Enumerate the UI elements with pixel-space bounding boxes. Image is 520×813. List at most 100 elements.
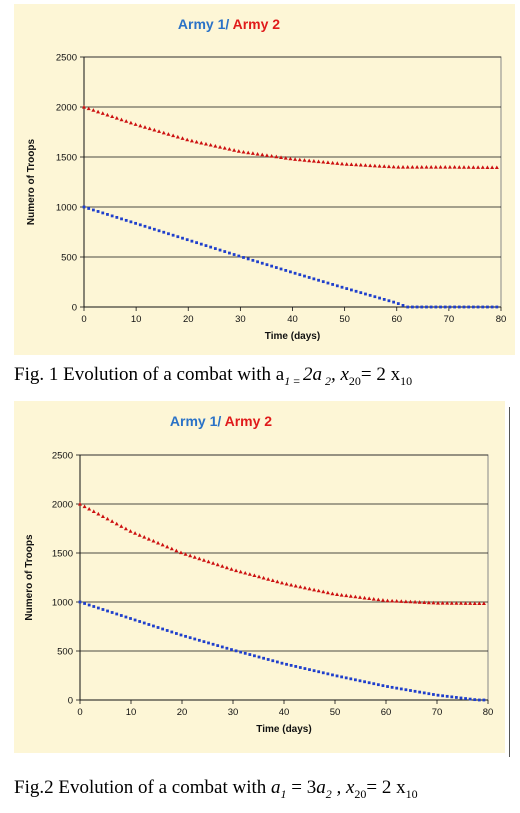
- army-1-point: [340, 285, 344, 289]
- army-2-point: [201, 558, 206, 562]
- army-2-point: [124, 119, 129, 123]
- army-1-point: [298, 273, 302, 277]
- army-1-point: [87, 603, 91, 607]
- army-2-point: [472, 601, 477, 605]
- army-2-point: [386, 164, 391, 169]
- x-tick-label: 50: [330, 707, 341, 718]
- x-tick-label: 20: [177, 707, 188, 718]
- army-2-point: [330, 591, 335, 596]
- x-axis-label: Time (days): [256, 724, 311, 735]
- army-1-point: [119, 614, 123, 617]
- army-1-point: [459, 696, 463, 700]
- army-2-point: [183, 552, 188, 556]
- army-2-point: [340, 161, 345, 166]
- army-2-point: [422, 600, 427, 604]
- army-1-point: [101, 608, 105, 611]
- army-2-point: [377, 164, 382, 168]
- army-2-point: [252, 573, 257, 578]
- army-2-point: [110, 114, 115, 119]
- army-2-point: [447, 165, 452, 169]
- army-2-point: [238, 569, 243, 574]
- army-1-point: [358, 679, 362, 683]
- army-2-point: [302, 158, 307, 162]
- army-1-point: [406, 305, 410, 309]
- army-2-point: [325, 160, 330, 164]
- army-1-point: [409, 689, 412, 692]
- chart-2: 0 500 1000 1500 2000 2500 0 10 20 30 40 50 60 70 80 Tim…: [24, 413, 493, 735]
- plot-area: [83, 56, 502, 308]
- army-1-point: [490, 305, 494, 309]
- army-2-point: [261, 575, 266, 580]
- army-1-point: [171, 233, 175, 237]
- army-1-point: [367, 681, 371, 685]
- army-2-point: [279, 155, 284, 159]
- army-1-point: [396, 302, 400, 305]
- army-2-point: [86, 106, 91, 111]
- army-1-point: [464, 697, 467, 700]
- figure-caption-2: Fig.2 Evolution of a combat with a1 = 3a…: [14, 777, 418, 801]
- army-2-point: [156, 540, 161, 545]
- army-1-point: [350, 288, 353, 292]
- army-1-point: [262, 656, 265, 660]
- army-1-point: [213, 247, 217, 250]
- army-2-point: [391, 164, 396, 169]
- army-2-point: [266, 577, 271, 581]
- army-1-point: [239, 650, 243, 654]
- army-2-point: [372, 163, 377, 168]
- x-tick-label: 20: [183, 314, 194, 325]
- army-1-point: [87, 207, 91, 210]
- army-2-point: [180, 136, 185, 140]
- army-1-point: [284, 269, 288, 272]
- y-tick-label: 2000: [52, 500, 73, 511]
- army-1-point: [344, 676, 348, 680]
- army-2-point: [431, 600, 436, 605]
- army-2-point: [227, 147, 232, 151]
- army-2-point: [485, 165, 490, 169]
- army-1-point: [378, 296, 381, 300]
- army-1-point: [266, 658, 270, 661]
- army-2-point: [302, 585, 307, 590]
- army-2-point: [119, 524, 124, 528]
- army-1-point: [167, 232, 170, 236]
- army-2-point: [189, 138, 194, 143]
- army-1-point: [207, 641, 210, 645]
- army-1-point: [246, 257, 250, 261]
- army-2-point: [368, 163, 373, 168]
- army-2-point: [203, 141, 208, 146]
- army-2-point: [354, 162, 359, 167]
- army-2-point: [269, 154, 274, 158]
- army-2-point: [279, 580, 284, 585]
- army-2-point: [82, 105, 86, 109]
- army-2-point: [174, 548, 179, 553]
- army-2-point: [222, 146, 227, 150]
- x-axis-label: Time (days): [265, 331, 320, 342]
- x-tick-label: 40: [287, 314, 298, 325]
- army-1-point: [354, 678, 357, 682]
- army-2-point: [321, 159, 326, 164]
- army-1-point: [280, 661, 284, 665]
- x-tick-label: 80: [496, 314, 507, 325]
- army-2-point: [114, 521, 119, 526]
- army-1-point: [363, 680, 366, 684]
- army-1-point: [441, 694, 445, 698]
- army-2-point: [192, 555, 197, 559]
- army-2-point: [344, 593, 349, 598]
- army-2-point: [175, 134, 180, 139]
- x-tick-label: 70: [444, 314, 455, 325]
- army-1-point: [101, 211, 105, 215]
- chart-title: Army 1/ Army 2: [178, 16, 280, 32]
- army-2-point: [307, 158, 312, 163]
- army-2-point: [335, 161, 340, 165]
- army-1-point: [165, 629, 169, 632]
- army-2-point: [445, 601, 450, 605]
- army-2-point: [363, 163, 368, 167]
- army-2-point: [199, 140, 204, 145]
- army-2-point: [241, 149, 246, 154]
- army-1-point: [413, 689, 417, 693]
- army-2-point: [358, 162, 363, 167]
- army-1-point: [293, 271, 297, 275]
- army-1-point: [279, 267, 283, 271]
- army-1-point: [340, 675, 344, 679]
- army-1-point: [425, 305, 428, 309]
- army-1-point: [82, 205, 86, 209]
